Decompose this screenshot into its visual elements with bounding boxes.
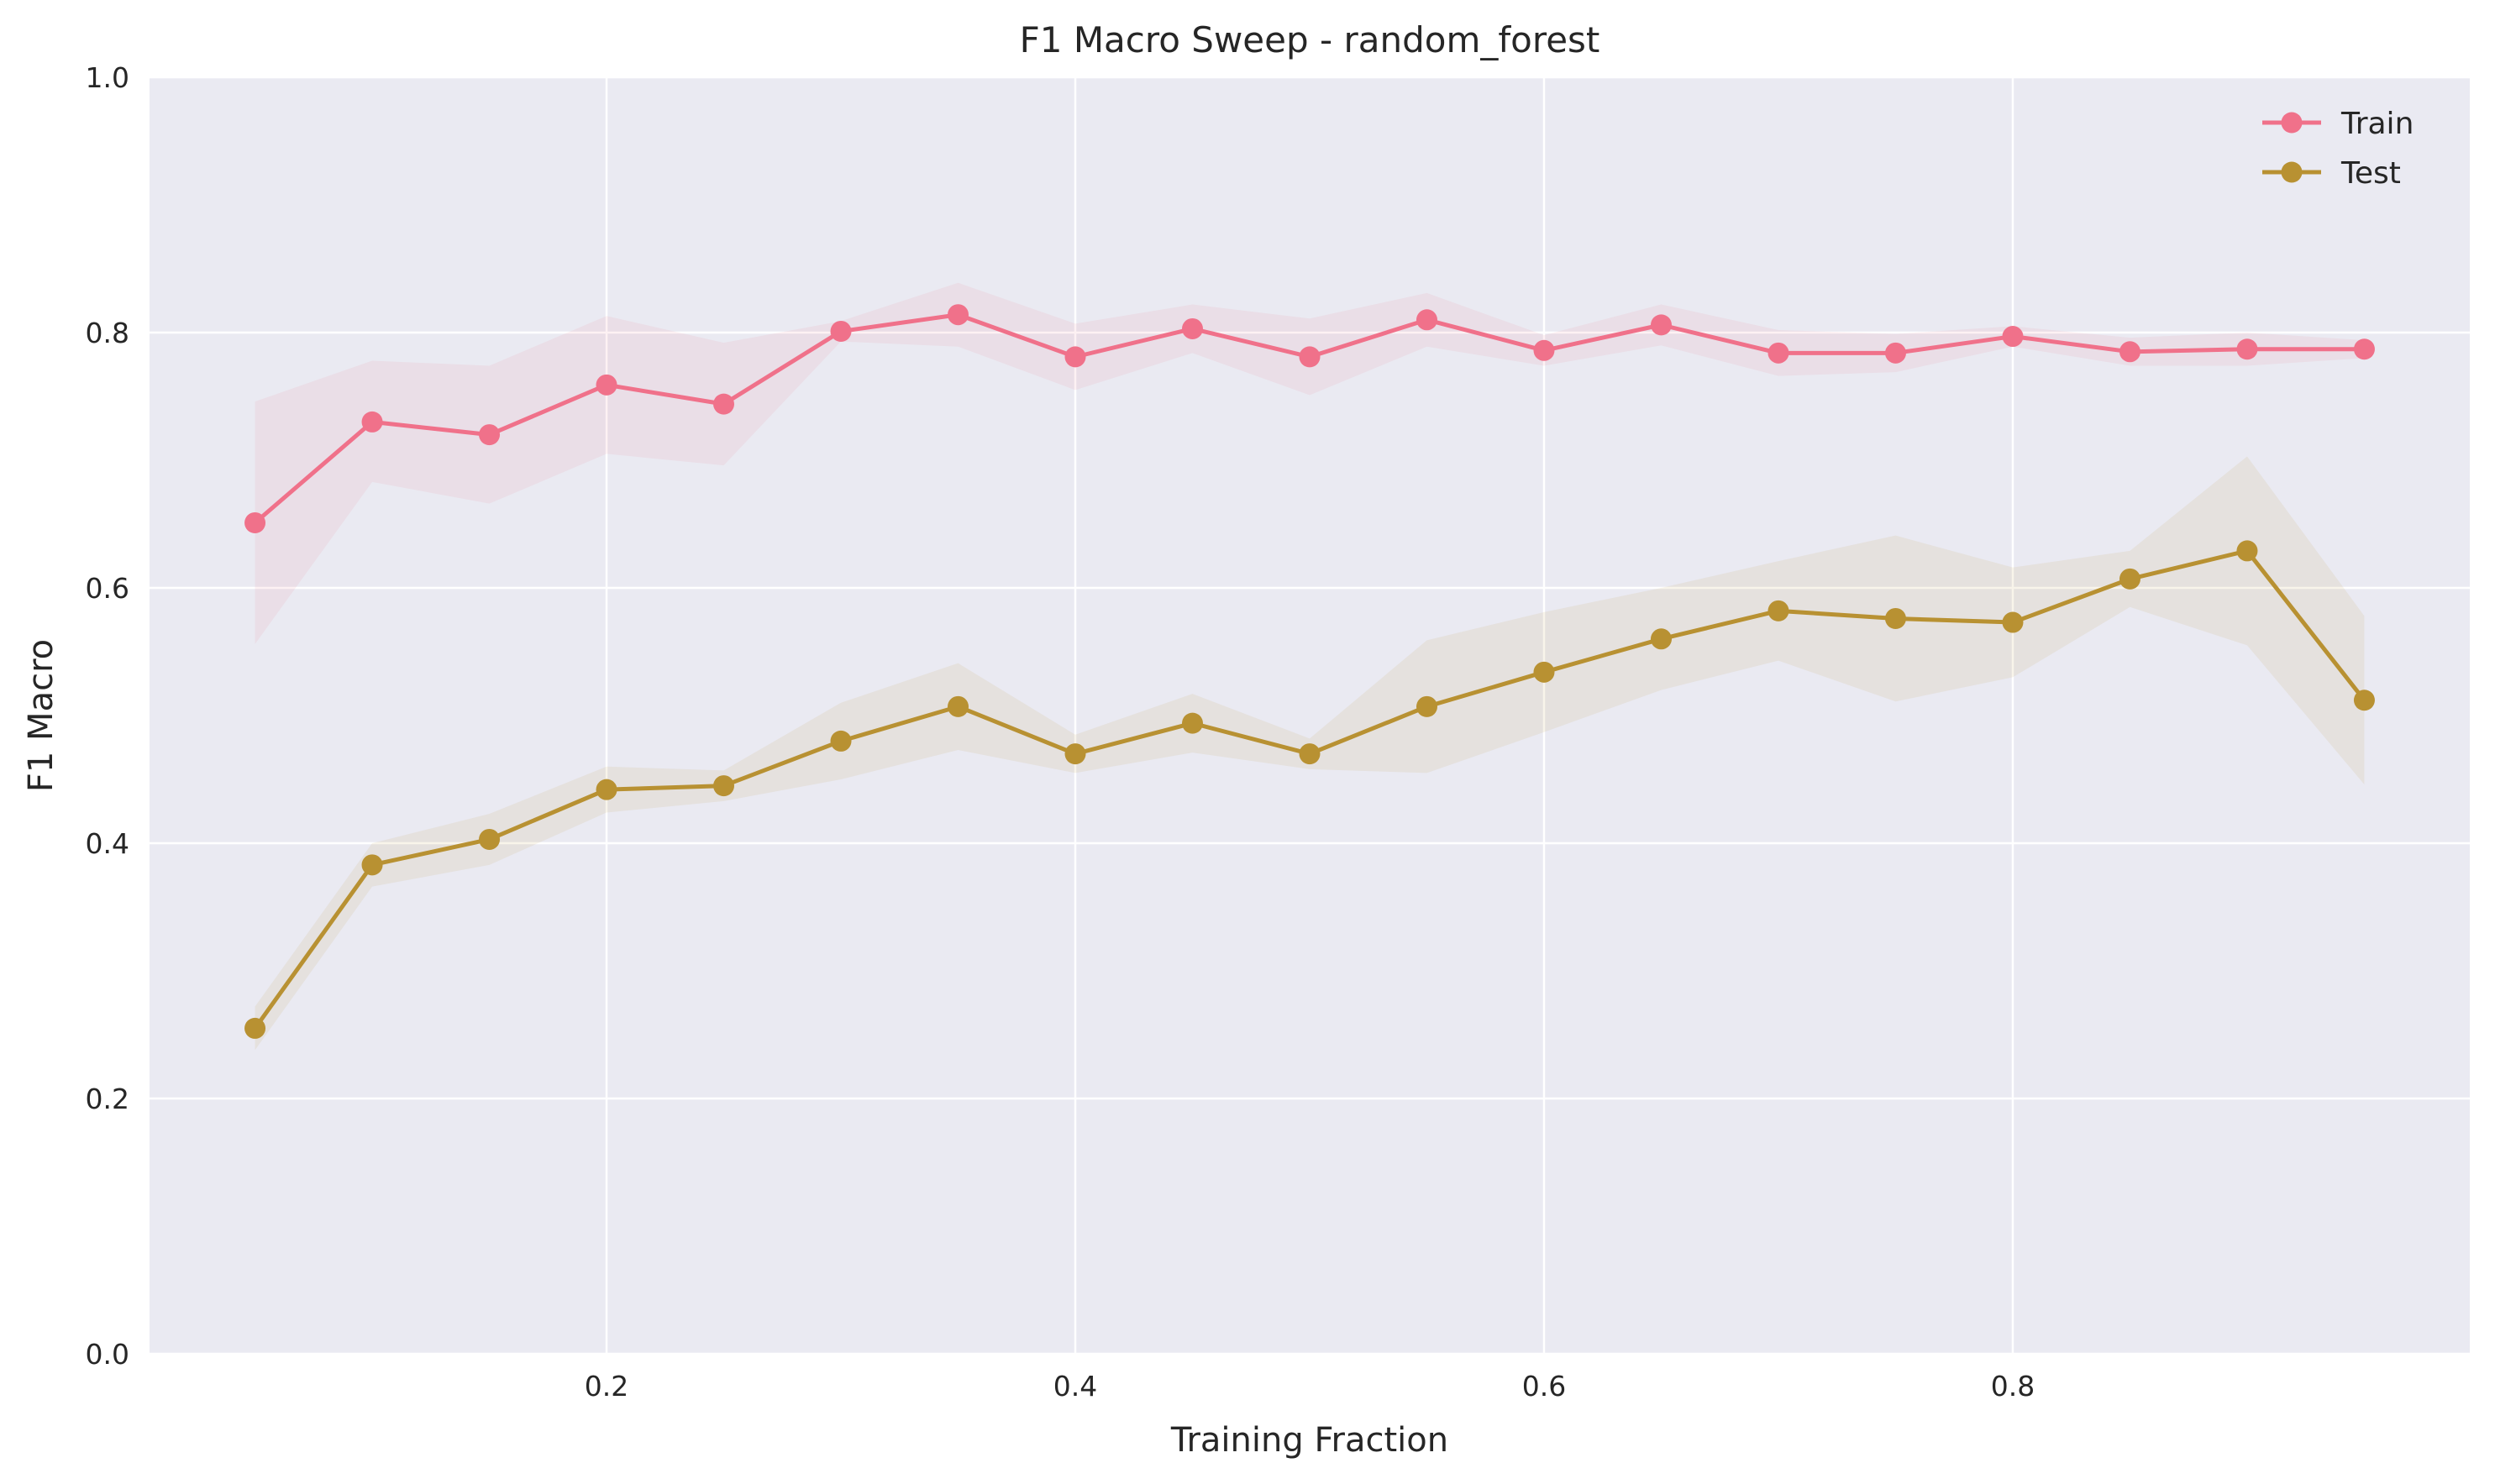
- train-data-point: [1416, 309, 1437, 331]
- test-data-point: [2353, 690, 2375, 711]
- y-tick-label: 0.4: [86, 827, 129, 860]
- plot-area: [150, 77, 2470, 1354]
- y-axis-label: F1 Macro: [22, 639, 60, 792]
- train-data-point: [1650, 314, 1672, 336]
- test-data-point: [361, 854, 383, 876]
- test-data-point: [1650, 628, 1672, 650]
- series-points: [244, 304, 2375, 1039]
- train-data-point: [361, 411, 383, 433]
- train-data-point: [2119, 341, 2140, 363]
- train-confidence-band: [255, 282, 2365, 644]
- test-data-point: [479, 828, 501, 850]
- legend-marker-test: [2281, 161, 2303, 183]
- grid: [150, 76, 2470, 1356]
- train-data-point: [244, 511, 266, 533]
- test-data-point: [1064, 743, 1086, 765]
- train-data-point: [1884, 342, 1906, 364]
- test-data-point: [1299, 743, 1321, 765]
- x-tick-label: 0.2: [585, 1370, 628, 1403]
- train-data-point: [479, 424, 501, 446]
- train-data-point: [596, 374, 617, 396]
- test-data-point: [244, 1017, 266, 1039]
- train-data-point: [713, 393, 735, 415]
- legend-item-train: Train: [2262, 107, 2414, 141]
- train-data-point: [1182, 317, 1204, 339]
- y-tick-label: 0.6: [86, 572, 129, 605]
- train-data-point: [1533, 339, 1555, 361]
- test-data-point: [1768, 600, 1789, 621]
- test-data-point: [1533, 661, 1555, 683]
- train-data-point: [2236, 338, 2258, 360]
- y-tick-labels: 0.0 0.2 0.4 0.6 0.8 1.0: [86, 61, 129, 1371]
- train-data-point: [2002, 326, 2024, 348]
- x-axis-label: Training Fraction: [1170, 1421, 1448, 1460]
- legend-label-train: Train: [2340, 107, 2414, 141]
- y-tick-label: 0.8: [86, 317, 129, 349]
- x-tick-label: 0.6: [1522, 1370, 1566, 1403]
- test-data-point: [2002, 611, 2024, 633]
- test-data-point: [2236, 540, 2258, 562]
- x-tick-labels: 0.2 0.4 0.6 0.8: [585, 1370, 2035, 1403]
- x-tick-label: 0.8: [1991, 1370, 2035, 1403]
- legend-item-test: Test: [2262, 156, 2401, 191]
- chart-title: F1 Macro Sweep - random_forest: [1020, 19, 1600, 60]
- train-data-point: [2353, 338, 2375, 360]
- test-data-point: [1416, 695, 1437, 717]
- legend-label-test: Test: [2340, 156, 2401, 191]
- train-data-point: [1768, 342, 1789, 364]
- test-data-point: [2119, 568, 2140, 590]
- legend-marker-train: [2281, 112, 2303, 134]
- y-tick-label: 1.0: [86, 61, 129, 94]
- y-tick-label: 0.2: [86, 1083, 129, 1115]
- y-tick-label: 0.0: [86, 1338, 129, 1371]
- train-data-point: [1064, 346, 1086, 368]
- train-data-point: [948, 304, 969, 326]
- train-data-point: [1299, 346, 1321, 368]
- test-data-point: [948, 695, 969, 717]
- test-data-point: [596, 779, 617, 800]
- test-data-point: [713, 775, 735, 797]
- test-data-point: [1884, 607, 1906, 629]
- test-data-point: [1182, 712, 1204, 734]
- x-tick-label: 0.4: [1053, 1370, 1097, 1403]
- test-data-point: [830, 730, 852, 752]
- legend: Train Test: [2262, 107, 2414, 191]
- train-data-point: [830, 320, 852, 342]
